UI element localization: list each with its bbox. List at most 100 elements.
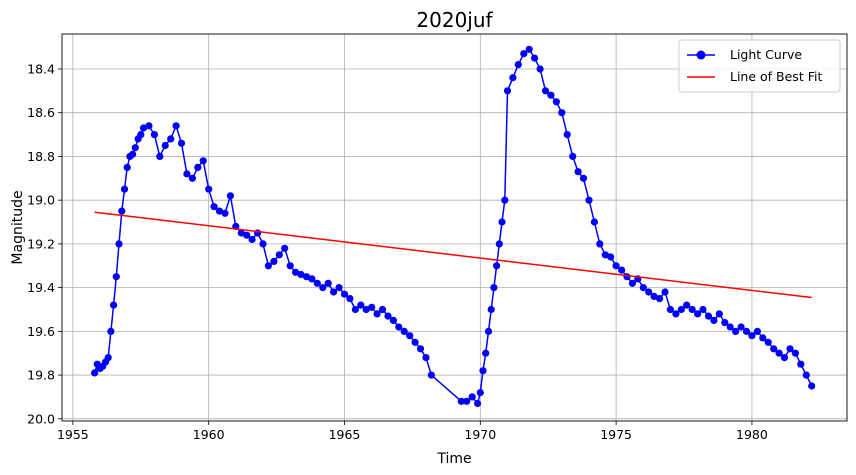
legend-marker-light-curve xyxy=(696,50,706,60)
data-point xyxy=(406,332,414,340)
data-point xyxy=(628,279,637,287)
data-point xyxy=(264,262,272,270)
data-point xyxy=(683,301,691,309)
data-point xyxy=(237,229,245,237)
x-tick-label: 1965 xyxy=(329,427,361,442)
data-point xyxy=(427,371,435,379)
data-point xyxy=(487,305,495,314)
data-point xyxy=(177,139,186,147)
data-point xyxy=(221,209,229,217)
data-point xyxy=(721,319,729,327)
data-point xyxy=(210,203,218,211)
data-point xyxy=(188,174,196,182)
data-point xyxy=(563,131,571,139)
data-point xyxy=(501,196,509,204)
data-point xyxy=(639,284,647,292)
data-point xyxy=(194,163,202,171)
data-point xyxy=(759,334,767,342)
data-point xyxy=(313,279,321,287)
ticks: 1955 1960 1965 1970 1975 1980 18.4 18.6 18.8 19.0… xyxy=(27,61,768,442)
data-point xyxy=(199,157,207,165)
data-point xyxy=(558,109,566,117)
data-point xyxy=(104,354,112,362)
data-point xyxy=(281,244,289,252)
data-point xyxy=(362,305,370,314)
data-point xyxy=(645,288,653,296)
data-point xyxy=(753,327,762,335)
data-point xyxy=(270,257,278,265)
series-layer xyxy=(91,45,816,408)
data-point xyxy=(607,253,615,261)
data-point xyxy=(726,323,734,331)
data-point xyxy=(737,323,745,331)
data-point xyxy=(150,131,158,139)
data-point xyxy=(120,185,129,193)
data-point xyxy=(129,150,137,158)
data-point xyxy=(514,61,522,69)
data-point xyxy=(248,235,256,244)
data-point xyxy=(612,262,620,270)
x-tick-label: 1960 xyxy=(193,427,225,442)
data-point xyxy=(319,284,327,292)
x-axis-label: Time xyxy=(436,451,471,467)
data-point xyxy=(468,393,476,401)
data-point xyxy=(748,332,756,340)
data-point xyxy=(167,135,175,143)
data-point xyxy=(498,218,506,226)
data-point xyxy=(324,279,332,287)
x-tick-label: 1955 xyxy=(57,427,89,442)
data-point xyxy=(569,152,577,160)
data-point xyxy=(650,292,658,300)
data-point xyxy=(145,122,153,130)
data-point xyxy=(786,345,794,353)
data-point xyxy=(802,371,810,379)
y-tick-label: 18.6 xyxy=(27,105,55,120)
data-point xyxy=(531,54,539,62)
data-point xyxy=(474,399,482,408)
data-point xyxy=(495,240,503,248)
data-point xyxy=(775,349,783,357)
data-point xyxy=(585,196,593,204)
x-tick-label: 1975 xyxy=(600,427,632,442)
plot-frame xyxy=(61,33,848,422)
data-point xyxy=(183,170,191,178)
data-point xyxy=(308,275,316,283)
data-point xyxy=(368,303,376,311)
data-point xyxy=(601,251,609,259)
y-tick-label: 19.2 xyxy=(27,236,55,251)
data-point xyxy=(205,185,213,193)
data-point xyxy=(704,312,713,320)
data-point xyxy=(503,87,512,95)
data-point xyxy=(476,389,484,397)
data-point xyxy=(172,122,180,130)
data-point xyxy=(292,268,300,276)
data-point xyxy=(574,168,582,176)
x-tick-label: 1980 xyxy=(736,427,768,442)
data-point xyxy=(590,218,599,226)
data-point xyxy=(618,266,626,274)
data-point xyxy=(688,305,696,314)
y-tick-label: 19.4 xyxy=(27,280,55,295)
data-point xyxy=(672,310,680,318)
data-point xyxy=(416,345,425,353)
data-point xyxy=(493,262,501,270)
legend: Light Curve Line of Best Fit xyxy=(678,39,841,93)
data-point xyxy=(797,360,805,368)
data-point xyxy=(541,87,550,95)
data-point xyxy=(623,273,631,281)
data-point xyxy=(302,273,311,281)
legend-label-best-fit: Line of Best Fit xyxy=(730,69,822,84)
y-axis-label: Magnitude xyxy=(10,190,26,264)
y-tick-label: 18.4 xyxy=(27,61,55,76)
data-point xyxy=(699,305,707,314)
data-point xyxy=(666,305,675,314)
data-point xyxy=(661,288,669,296)
data-point xyxy=(226,192,234,200)
x-tick-label: 1970 xyxy=(464,427,496,442)
data-point xyxy=(770,345,778,353)
data-point xyxy=(457,397,465,405)
data-point xyxy=(389,316,397,324)
legend-label-light-curve: Light Curve xyxy=(730,47,802,62)
data-point xyxy=(484,327,493,335)
data-point xyxy=(330,288,338,296)
